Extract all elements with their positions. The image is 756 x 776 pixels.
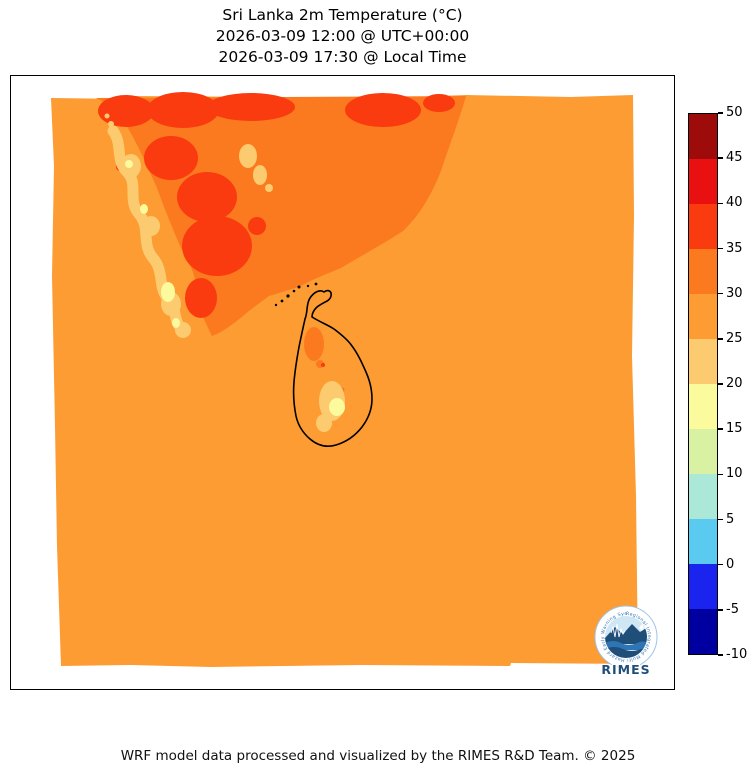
title-line-local-time: 2026-03-09 17:30 @ Local Time [218, 48, 467, 66]
colorbar-tick-mark [718, 338, 723, 340]
title-line-parameter: Sri Lanka 2m Temperature (°C) [222, 6, 463, 24]
western-ghats-cool-band [104, 113, 273, 338]
colorbar-tick-label: 30 [726, 285, 743, 301]
figure-title: Sri Lanka 2m Temperature (°C) 2026-03-09… [10, 5, 675, 68]
temperature-map-svg: Regional Integrated Multi Hazard Early W… [11, 76, 658, 678]
colorbar-band [689, 429, 717, 474]
colorbar-tick-label: -10 [726, 647, 748, 662]
colorbar-band [689, 474, 717, 519]
footer-credit: WRF model data processed and visualized … [120, 748, 636, 764]
colorbar-band [689, 519, 717, 564]
colorbar-tick-label: 10 [726, 466, 743, 482]
colorbar-tick-mark [718, 202, 723, 205]
colorbar-tick-label: 50 [726, 105, 743, 120]
colorbar-tick-mark [718, 654, 723, 656]
colorbar-tick-label: 5 [726, 511, 735, 527]
colorbar-tick-mark [718, 563, 723, 566]
colorbar-tick-mark [718, 292, 723, 295]
sri-lanka-highlands-coolest-core [329, 398, 345, 416]
colorbar-band [689, 564, 717, 609]
colorbar [688, 113, 718, 655]
colorbar-band [689, 204, 717, 249]
colorbar-tick-mark [718, 157, 723, 159]
india-hot-patches [98, 92, 455, 318]
colorbar-tick-label: 40 [726, 195, 743, 211]
colorbar-tick-mark [718, 428, 723, 430]
colorbar-tick-mark [718, 112, 723, 114]
colorbar-tick-mark [718, 518, 723, 521]
ghats-coolest-cores [125, 160, 180, 328]
colorbar-band [689, 249, 717, 294]
title-line-utc-time: 2026-03-09 12:00 @ UTC+00:00 [215, 27, 470, 45]
colorbar-band [689, 294, 717, 339]
colorbar-band [689, 114, 717, 159]
colorbar-tick-label: 45 [726, 150, 743, 166]
colorbar-tick-mark [718, 383, 723, 385]
map-axes: Regional Integrated Multi Hazard Early W… [10, 75, 675, 690]
colorbar-tick-label: 35 [726, 240, 743, 256]
colorbar-tick-label: -5 [726, 601, 739, 617]
colorbar-band [689, 339, 717, 384]
colorbar-band [689, 609, 717, 654]
sri-lanka-coastline [292, 289, 373, 447]
colorbar-tick-label: 15 [726, 421, 743, 437]
colorbar-tick-label: 0 [726, 556, 735, 572]
colorbar-band [689, 384, 717, 429]
island-dots [274, 282, 318, 307]
colorbar-bands [689, 114, 717, 654]
colorbar-tick-label: 20 [726, 376, 743, 391]
colorbar-band [689, 159, 717, 204]
colorbar-tick-mark [718, 473, 723, 476]
sri-lanka-hot-dot [321, 363, 325, 367]
colorbar-tick-mark [718, 247, 723, 250]
colorbar-tick-mark [718, 609, 723, 611]
rimes-logo-wordmark: RIMES [601, 662, 650, 677]
colorbar-tick-label: 25 [726, 330, 743, 346]
